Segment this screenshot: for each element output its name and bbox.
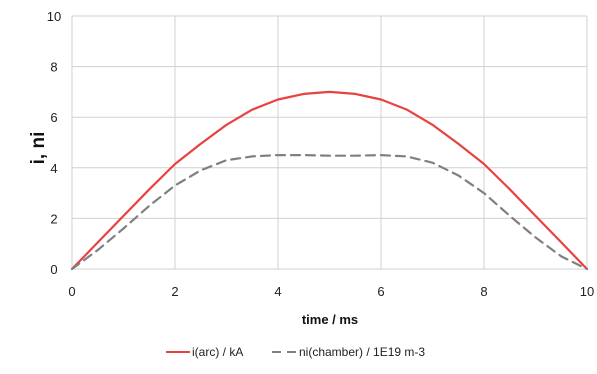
legend-label-ni-chamber: ni(chamber) / 1E19 m-3 xyxy=(299,345,425,359)
x-tick-label: 6 xyxy=(377,284,384,299)
series-line-i-arc xyxy=(70,90,589,271)
x-tick-label: 4 xyxy=(274,284,281,299)
legend: i(arc) / kA ni(chamber) / 1E19 m-3 xyxy=(166,345,425,359)
y-tick-label: 4 xyxy=(50,161,57,176)
y-tick-label: 6 xyxy=(50,110,57,125)
y-tick-label: 8 xyxy=(50,60,57,75)
y-tick-label: 10 xyxy=(47,9,61,24)
y-tick-label: 0 xyxy=(50,262,57,277)
y-axis-title: i, ni xyxy=(28,132,49,165)
x-tick-label: 8 xyxy=(480,284,487,299)
x-axis-title: time / ms xyxy=(302,312,358,327)
series-line-ni-chamber xyxy=(70,154,589,271)
series-layer xyxy=(70,90,589,271)
grid xyxy=(71,15,588,270)
y-tick-label: 2 xyxy=(50,211,57,226)
tick-labels: 0 2 4 6 8 10 0 2 4 6 8 10 xyxy=(47,9,594,299)
x-tick-label: 0 xyxy=(68,284,75,299)
x-tick-label: 10 xyxy=(580,284,594,299)
legend-label-i-arc: i(arc) / kA xyxy=(192,345,243,359)
x-tick-label: 2 xyxy=(171,284,178,299)
